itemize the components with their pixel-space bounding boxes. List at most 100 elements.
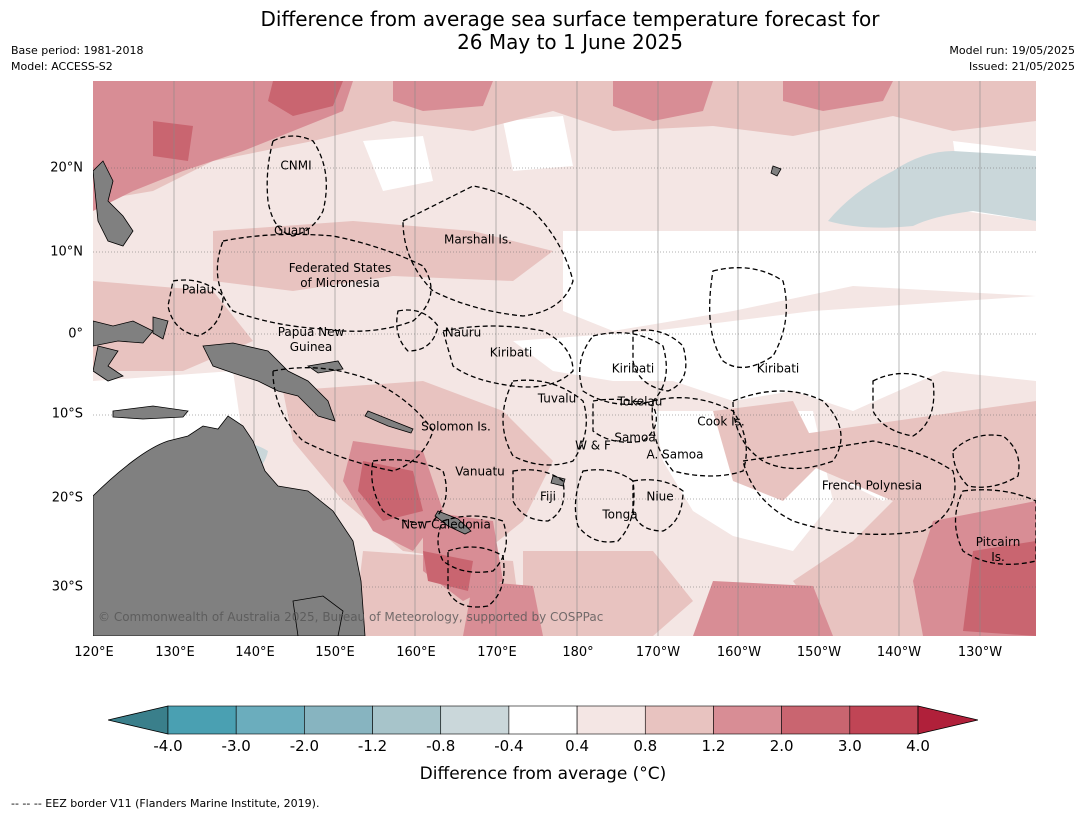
label-fsm-line2: of Micronesia [300,276,380,290]
lat-label-10n: 10°N [50,244,83,260]
fiji [550,475,566,487]
map-title: Difference from average sea surface temp… [0,8,1085,54]
meta-right: Model run: 19/05/2025 Issued: 21/05/2025 [949,43,1075,75]
label-palau: Palau [181,282,215,297]
label-pitcairn-line1: Pitcairn [975,535,1021,549]
label-cnmi: CNMI [280,158,312,173]
colorbar-segment [576,705,646,735]
halmahera [152,316,169,340]
lon-label-140w: 140°W [876,645,922,660]
colorbar-tick-label: 3.0 [837,737,862,755]
label-niue: Niue [646,489,674,504]
lon-label-120e: 120°E [74,645,114,660]
lon-label-130w: 130°W [957,645,1003,660]
label-new-caledonia: New Caledonia [401,517,491,532]
colorbar-segment [167,705,237,735]
label-french-polynesia: French Polynesia [821,478,923,493]
tasmania [292,595,344,636]
land-masses [93,160,782,636]
gridlines [93,167,1036,588]
label-tonga: Tonga [602,507,638,522]
title-line-2: 26 May to 1 June 2025 [457,30,683,54]
colorbar-tick-label: 2.0 [769,737,794,755]
colorbar-tick-label: -2.0 [289,737,319,755]
colorbar-tick-label: -0.4 [494,737,524,755]
lon-label-160e: 160°E [396,645,436,660]
colorbar-tick-label: 4.0 [906,737,930,755]
colorbar-segment [372,705,442,735]
label-kiribati-west: Kiribati [489,345,533,360]
timor [112,405,189,420]
issued-date: Issued: 21/05/2025 [968,60,1075,73]
lon-label-160w: 160°W [716,645,762,660]
label-nauru: Nauru [444,325,482,340]
model-name: Model: ACCESS-S2 [11,60,113,73]
lon-label-170w: 170°W [635,645,681,660]
lon-label-170e: 170°E [477,645,517,660]
label-png-line1: Papua New [277,325,345,339]
very-warm-areas [153,81,1036,636]
colorbar-tick-label: 0.4 [565,737,590,755]
colorbar-tick-label: -4.0 [153,737,183,755]
colorbar-arrow-low [108,705,169,735]
label-kiribati-east: Kiribati [756,361,800,376]
title-line-1: Difference from average sea surface temp… [260,7,880,31]
lon-label-150w: 150°W [796,645,842,660]
new-caledonia [434,510,472,535]
sst-map: CNMI Guam Marshall Is. Federated States … [93,81,1036,636]
label-pitcairn-line2: Is. [991,550,1005,564]
label-tokelau: Tokelau [617,394,663,409]
solomon-islands [364,410,414,434]
lat-label-20n: 20°N [50,160,83,176]
meta-left: Base period: 1981-2018 Model: ACCESS-S2 [11,43,143,75]
colorbar-segment [304,705,373,735]
sst-anomaly-field [93,81,1036,636]
label-guam: Guam [274,223,310,238]
colorbar-segment [713,705,782,735]
lat-label-20s: 20°S [51,490,83,506]
colorbar-segment [644,705,714,735]
label-tuvalu: Tuvalu [537,391,577,406]
eez-note: -- -- -- EEZ border V11 (Flanders Marine… [11,797,320,810]
label-png-line2: Guinea [289,340,333,354]
lon-label-130e: 130°E [155,645,195,660]
colorbar-segment [508,705,578,735]
label-solomon-islands: Solomon Is. [421,419,491,434]
colorbar-segments [108,705,978,735]
philippines [93,160,134,247]
new-britain [306,360,344,374]
colorbar-segment [440,705,510,735]
label-fsm: Federated States of Micronesia [289,261,391,291]
new-guinea [202,342,336,422]
colorbar-arrow-high [917,705,978,735]
label-png: Papua New Guinea [278,325,345,355]
sulawesi [93,345,124,382]
colorbar-tick-label: 1.2 [701,737,726,755]
australia [93,415,366,636]
label-marshall: Marshall Is. [444,232,512,247]
label-pitcairn: Pitcairn Is. [976,535,1021,565]
lon-label-150e: 150°E [315,645,355,660]
colorbar-segment [235,705,305,735]
label-vanuatu: Vanuatu [455,464,505,479]
eez-borders [167,135,1036,608]
copyright-notice: © Commonwealth of Australia 2025, Bureau… [98,610,604,624]
lon-label-140e: 140°E [235,645,275,660]
cool-anomaly-ne [828,151,1036,228]
colorbar-tick-label: -3.0 [221,737,251,755]
lat-label-10s: 10°S [51,406,83,422]
lat-label-30s: 30°S [51,579,83,595]
colorbar-segment [781,705,851,735]
colorbar-tick-label: 0.8 [633,737,658,755]
label-american-samoa: A. Samoa [646,447,704,462]
model-run: Model run: 19/05/2025 [949,44,1075,57]
label-wallis-futuna: W & F [575,438,611,453]
label-kiribati-central: Kiribati [611,361,655,376]
indonesia-w [93,320,154,347]
lon-label-180: 180° [562,645,594,660]
label-fsm-line1: Federated States [288,261,392,275]
colorbar-tick-label: -1.2 [357,737,388,755]
colorbar [108,705,978,735]
lat-label-0: 0° [68,326,83,342]
label-cook-islands: Cook Is. [697,414,745,429]
